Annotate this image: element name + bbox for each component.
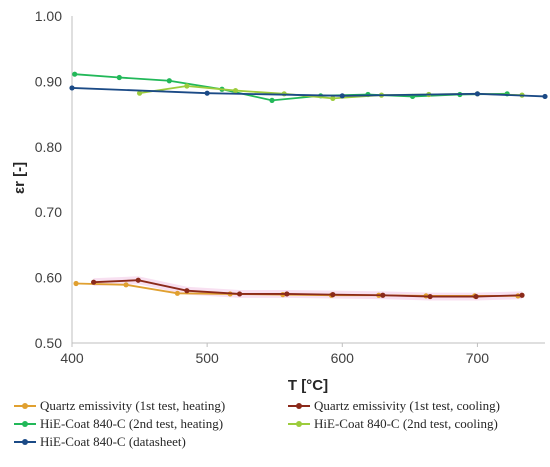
data-point	[427, 293, 433, 300]
y-tick-label: 0.90	[35, 73, 62, 89]
data-point	[542, 93, 548, 100]
legend-label: Quartz emissivity (1st test, cooling)	[314, 398, 500, 413]
series-3	[72, 71, 510, 103]
x-tick-labels: 400 500 600 700	[60, 343, 489, 366]
y-tick-label: 0.80	[35, 139, 62, 155]
series-2	[91, 277, 525, 300]
y-tick-label: 0.70	[35, 204, 62, 220]
emissivity-chart: 0.50 0.60 0.70 0.80 0.90 1.00 400 500 600 700 T …	[11, 8, 548, 394]
legend-item: Quartz emissivity (1st test, cooling)	[288, 398, 500, 414]
x-tick-label: 700	[466, 350, 490, 366]
series-line	[93, 279, 523, 298]
series-5	[69, 85, 548, 100]
legend-swatch	[14, 437, 36, 447]
data-point	[474, 91, 481, 97]
legend-label: HiE-Coat 840-C (datasheet)	[40, 434, 186, 449]
data-point	[204, 90, 210, 96]
data-point	[184, 288, 190, 294]
data-point	[123, 282, 129, 288]
data-point	[184, 83, 190, 89]
data-point	[166, 78, 172, 84]
y-tick-label: 0.60	[35, 270, 62, 286]
data-point	[69, 85, 75, 91]
data-point	[73, 280, 79, 287]
legend-swatch	[14, 419, 36, 429]
series-line	[74, 73, 508, 102]
data-point	[284, 291, 290, 297]
data-point	[473, 293, 479, 300]
legend-swatch	[288, 419, 310, 429]
data-point	[232, 87, 239, 94]
data-point	[330, 95, 336, 102]
y-tick-label: 1.00	[35, 8, 62, 24]
legend-label: HiE-Coat 840-C (2nd test, heating)	[40, 416, 224, 431]
x-tick-label: 600	[331, 350, 355, 366]
x-axis-title: T [°C]	[288, 377, 328, 394]
data-point	[380, 292, 386, 298]
data-point	[135, 277, 141, 283]
data-point	[519, 292, 525, 298]
series-layer	[69, 71, 548, 300]
legend-item: HiE-Coat 840-C (2nd test, heating)	[14, 416, 223, 432]
data-point	[339, 93, 345, 99]
axes	[71, 16, 545, 344]
legend-item: HiE-Coat 840-C (datasheet)	[14, 434, 186, 450]
data-point	[136, 90, 143, 96]
data-point	[236, 291, 243, 297]
y-axis-title: εr [-]	[11, 162, 28, 194]
data-point	[72, 71, 78, 77]
y-tick-labels: 0.50 0.60 0.70 0.80 0.90 1.00	[35, 8, 62, 351]
x-tick-label: 500	[195, 350, 219, 366]
data-point	[116, 74, 122, 81]
x-tick-label: 400	[60, 350, 84, 366]
legend-label: Quartz emissivity (1st test, heating)	[40, 398, 226, 413]
y-tick-label: 0.50	[35, 335, 62, 351]
data-point	[174, 290, 181, 296]
legend-item: HiE-Coat 840-C (2nd test, cooling)	[288, 416, 498, 432]
legend-label: HiE-Coat 840-C (2nd test, cooling)	[314, 416, 498, 431]
data-point	[269, 97, 275, 103]
data-point	[330, 292, 336, 298]
data-point	[91, 279, 97, 285]
legend-swatch	[14, 401, 36, 411]
legend-swatch	[288, 401, 310, 411]
legend-item: Quartz emissivity (1st test, heating)	[14, 398, 225, 414]
